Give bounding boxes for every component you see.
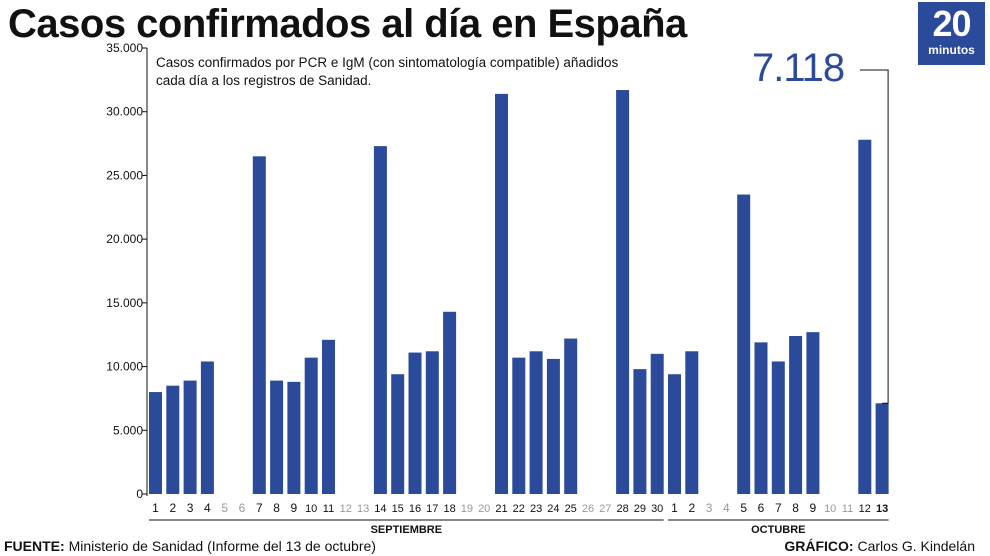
logo-number: 20 [932, 3, 971, 44]
x-tick-label: 2 [688, 501, 695, 515]
x-tick-label: 25 [565, 503, 577, 515]
bar [685, 351, 699, 494]
bar [408, 352, 422, 494]
bar [737, 194, 751, 495]
bar [754, 342, 768, 494]
x-tick-label: 26 [582, 503, 594, 515]
x-tick-label: 6 [239, 501, 246, 515]
bar [495, 93, 508, 495]
x-tick-label: 1 [152, 501, 159, 515]
bar [149, 392, 162, 494]
bar [771, 361, 785, 494]
x-tick-label: 9 [291, 501, 298, 515]
x-tick-label: 3 [706, 501, 713, 515]
x-tick-label: 15 [392, 503, 404, 515]
highlight-leader-line [860, 69, 889, 404]
x-tick-label: 2 [169, 501, 176, 515]
y-tick-label: 25.000 [106, 168, 143, 182]
y-tick-label: 5.000 [113, 423, 143, 437]
logo-text: minutos [928, 43, 975, 57]
bar [252, 156, 266, 495]
bar [270, 380, 284, 494]
credit-note: GRÁFICO: Carlos G. Kindelán [784, 538, 975, 554]
x-tick-label: 11 [842, 503, 853, 515]
x-tick-label: 28 [616, 503, 628, 515]
bar [166, 385, 180, 494]
brand-logo[interactable]: 20 minutos [918, 2, 985, 65]
source-label: FUENTE: [4, 538, 65, 554]
y-tick-label: 10.000 [106, 360, 143, 374]
y-tick-label: 15.000 [106, 296, 143, 310]
x-tick-label: 24 [547, 503, 559, 515]
x-tick-label: 3 [187, 501, 194, 515]
x-tick-label: 22 [513, 503, 525, 515]
x-tick-label: 1 [671, 501, 678, 515]
bar [512, 357, 526, 494]
x-tick-label: 16 [409, 503, 421, 515]
credit-label: GRÁFICO: [784, 538, 854, 554]
y-tick-label: 35.000 [106, 41, 143, 55]
chart-subtitle: Casos confirmados por PCR e IgM (con sin… [156, 55, 619, 88]
chart-title: Casos confirmados al día en España [8, 2, 687, 46]
bar [875, 403, 889, 494]
x-tick-label: 4 [204, 501, 211, 515]
month-label: SEPTIEMBRE [371, 524, 443, 536]
x-tick-label: 17 [426, 503, 438, 515]
x-tick-label: 11 [323, 503, 334, 515]
y-tick-label: 20.000 [106, 232, 143, 246]
x-tick-label: 4 [723, 501, 730, 515]
x-tick-label: 12 [859, 503, 871, 515]
bar [650, 353, 664, 494]
x-tick-label: 13 [876, 503, 888, 515]
credit-text: Carlos G. Kindelán [857, 538, 975, 554]
bar [425, 351, 439, 494]
bar [183, 380, 197, 494]
x-tick-label: 7 [775, 501, 782, 515]
source-text: Ministerio de Sanidad (Informe del 13 de… [68, 538, 376, 554]
bar [564, 338, 578, 494]
x-tick-label: 19 [461, 503, 473, 515]
bar [633, 369, 647, 494]
bar [668, 374, 681, 494]
y-tick-label: 30.000 [106, 105, 143, 119]
x-tick-label: 20 [478, 503, 490, 515]
bar [322, 339, 335, 494]
bar [546, 358, 560, 494]
x-tick-label: 18 [443, 503, 455, 515]
x-tick-label: 27 [599, 503, 611, 515]
x-tick-label: 7 [256, 501, 263, 515]
x-tick-label: 8 [792, 501, 799, 515]
bar [391, 374, 405, 494]
x-tick-label: 8 [273, 501, 280, 515]
bar [304, 357, 318, 494]
x-tick-label: 21 [495, 503, 507, 515]
x-tick-label: 6 [758, 501, 765, 515]
x-tick-label: 14 [374, 503, 386, 515]
x-tick-label: 12 [340, 503, 352, 515]
y-tick-label: 0 [136, 487, 143, 501]
bar [287, 381, 301, 494]
bar [443, 311, 457, 494]
bar [858, 139, 872, 494]
x-tick-label: 10 [305, 503, 317, 515]
bar [806, 332, 820, 494]
x-tick-label: 9 [810, 501, 817, 515]
bar [616, 90, 630, 495]
bar [529, 351, 543, 494]
source-note: FUENTE: Ministerio de Sanidad (Informe d… [4, 538, 376, 554]
x-tick-label: 5 [221, 501, 228, 515]
month-label: OCTUBRE [751, 524, 805, 536]
bar [373, 146, 387, 494]
highlight-value: 7.118 [752, 46, 845, 90]
x-tick-label: 10 [824, 503, 836, 515]
x-tick-label: 13 [357, 503, 369, 515]
x-tick-label: 30 [651, 503, 663, 515]
x-tick-label: 5 [740, 501, 747, 515]
x-tick-label: 29 [634, 503, 646, 515]
x-tick-label: 23 [530, 503, 542, 515]
bar [789, 335, 803, 494]
bar [200, 361, 214, 494]
